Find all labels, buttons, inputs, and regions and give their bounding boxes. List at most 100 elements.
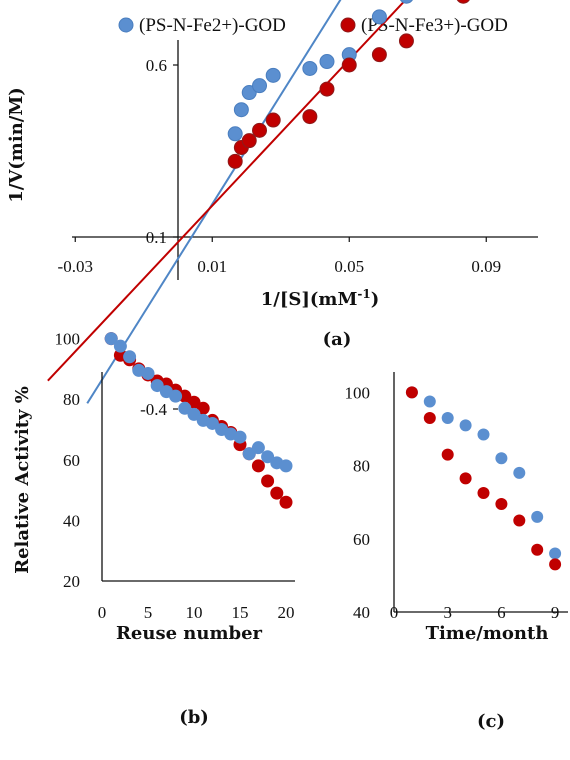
panel-a-chart: 1.61.10.60.1-0.4-0.030.010.050.09 1/V(mi… <box>6 0 538 419</box>
panel-c-y-tick-label: 100 <box>345 383 371 402</box>
panel-a-x-axis-title: 1/[S](mM-1) <box>261 287 380 310</box>
panel-a-point <box>302 60 318 76</box>
legend-label-fe3: (PS-N-Fe3+)-GOD <box>361 15 508 36</box>
panel-a-point <box>241 85 257 101</box>
panel-a-ticks: 1.61.10.60.1-0.4-0.030.010.050.09 <box>58 56 502 419</box>
panel-c-point <box>423 395 436 408</box>
panel-b-x-tick-label: 0 <box>98 603 107 622</box>
panel-c-point <box>477 487 490 500</box>
panel-a-point <box>227 126 243 142</box>
panel-b-point <box>178 401 192 415</box>
panel-c-point <box>459 472 472 485</box>
panel-a-point <box>371 9 387 25</box>
panel-b-point <box>169 389 183 403</box>
panel-c-point <box>495 452 508 465</box>
panel-c-x-tick-label: 3 <box>443 603 452 622</box>
panel-b-ticks: 20 40 60 80 100 0 5 10 15 20 <box>55 330 295 622</box>
panel-a-points <box>227 0 470 169</box>
panel-a-y-tick-label: 0.6 <box>146 56 167 75</box>
panel-c-point <box>423 412 436 425</box>
panel-a-y-axis-title: 1/V(min/M) <box>6 87 27 203</box>
panel-b-point <box>113 339 127 353</box>
panel-c-points <box>405 386 562 571</box>
panel-b-point <box>279 459 293 473</box>
panel-c-point <box>513 514 526 527</box>
panel-c-point <box>531 543 544 556</box>
panel-b-label: (b) <box>179 707 209 728</box>
panel-c-point <box>459 419 472 432</box>
panel-b-point <box>251 441 265 455</box>
panel-b-y-tick-label: 40 <box>63 511 80 530</box>
panel-a-point <box>265 67 281 83</box>
panel-b-point <box>196 401 210 415</box>
panel-b-x-tick-label: 10 <box>186 603 203 622</box>
panel-c-point <box>549 547 562 560</box>
panel-a-point <box>265 112 281 128</box>
panel-b-x-axis-title: Reuse number <box>116 623 263 644</box>
panel-b-x-tick-label: 5 <box>144 603 153 622</box>
panel-a-point <box>319 54 335 70</box>
panel-a-point <box>319 81 335 97</box>
panel-a-point <box>252 122 268 138</box>
panel-b-x-tick-label: 20 <box>278 603 295 622</box>
panel-b-point <box>205 416 219 430</box>
panel-b-x-tick-label: 15 <box>232 603 249 622</box>
panel-c-y-tick-label: 60 <box>353 530 370 549</box>
legend-label-fe2: (PS-N-Fe2+)-GOD <box>139 15 286 36</box>
panel-b-y-tick-label: 20 <box>63 572 80 591</box>
panel-c-y-tick-label: 40 <box>353 603 370 622</box>
panel-c-ticks: 40 60 80 100 0 3 6 9 <box>345 383 560 622</box>
panel-a-x-tick-label: 0.09 <box>471 257 501 276</box>
panel-a-y-tick-label: -0.4 <box>140 400 167 419</box>
panel-a-point <box>233 102 249 118</box>
panel-a-y-tick-label: 0.1 <box>146 228 167 247</box>
panel-c-point <box>441 412 454 425</box>
panel-b-point <box>279 495 293 509</box>
panel-a-point <box>399 0 413 4</box>
panel-a-trendlines <box>47 0 407 404</box>
panel-b-point <box>178 389 192 403</box>
panel-b-point <box>242 447 256 461</box>
panel-a-point <box>302 109 318 125</box>
panel-b-point <box>270 486 284 500</box>
panel-a-point <box>398 33 414 49</box>
panel-c-x-tick-label: 9 <box>551 603 560 622</box>
panel-a-point <box>252 78 268 94</box>
panel-a-point <box>241 133 257 149</box>
panel-b-point <box>187 395 201 409</box>
panel-a-point <box>456 0 470 4</box>
legend-marker-fe3 <box>340 17 356 33</box>
panel-b-point <box>104 332 118 346</box>
panel-a-point <box>341 57 357 73</box>
panel-b-point <box>187 407 201 421</box>
panel-b-point <box>141 366 155 380</box>
panel-a-x-tick-label: 0.01 <box>197 257 227 276</box>
legend: (PS-N-Fe2+)-GOD (PS-N-Fe3+)-GOD <box>118 15 508 36</box>
panel-c-x-tick-label: 0 <box>390 603 399 622</box>
panel-c-point <box>549 558 562 571</box>
panel-b-y-tick-label: 80 <box>63 390 80 409</box>
panel-a-x-tick-label: -0.03 <box>58 257 93 276</box>
panel-c-chart: 40 60 80 100 0 3 6 9 Time/month (c) <box>345 372 568 732</box>
panel-c-point <box>531 510 544 523</box>
panel-c-point <box>441 448 454 461</box>
panel-c-x-axis-title: Time/month <box>426 623 549 644</box>
legend-marker-fe2 <box>118 17 134 33</box>
panel-b-point <box>251 459 265 473</box>
panel-b-point <box>261 474 275 488</box>
panel-c-x-tick-label: 6 <box>497 603 506 622</box>
panel-a-trendline <box>47 0 407 382</box>
panel-b-y-tick-label: 60 <box>63 451 80 470</box>
panel-a-point <box>371 47 387 63</box>
panel-b-point <box>233 430 247 444</box>
panel-c-y-tick-label: 80 <box>353 457 370 476</box>
panel-b-point <box>150 379 164 393</box>
panel-a-trendline <box>86 0 342 404</box>
panel-a-label: (a) <box>323 329 352 350</box>
panel-b-point <box>123 350 137 364</box>
panel-b-y-tick-label: 100 <box>55 330 81 349</box>
panel-c-point <box>477 428 490 441</box>
panel-c-point <box>513 466 526 479</box>
